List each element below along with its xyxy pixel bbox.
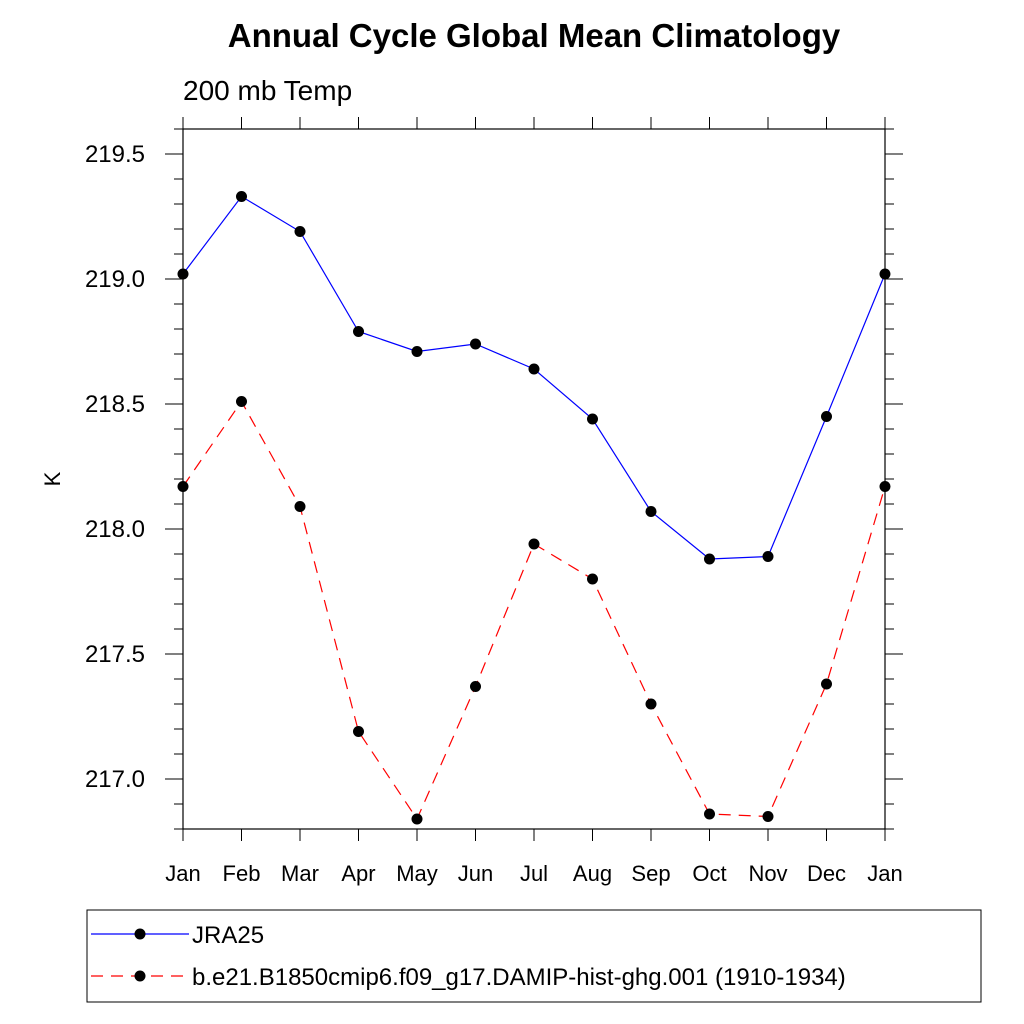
- data-point: [294, 501, 306, 512]
- data-point: [821, 678, 832, 690]
- legend-marker-jra25: [134, 928, 146, 940]
- legend: JRA25 b.e21.B1850cmip6.f09_g17.DAMIP-his…: [86, 909, 982, 1003]
- series-group: [177, 191, 891, 825]
- data-point: [704, 808, 715, 820]
- legend-label-damip: b.e21.B1850cmip6.f09_g17.DAMIP-hist-ghg.…: [192, 964, 846, 991]
- y-axis-label: K: [40, 471, 65, 486]
- data-point: [411, 813, 423, 825]
- data-point: [587, 413, 598, 425]
- x-tick-labels: Jan Feb Mar Apr May Jun Jul Aug Sep Oct Nov Dec Jan: [165, 861, 902, 886]
- y-tick-label: 218.0: [85, 516, 145, 543]
- x-tick-label: Oct: [692, 861, 726, 886]
- data-point: [528, 363, 540, 375]
- x-tick-label: May: [396, 861, 438, 886]
- chart-subtitle: 200 mb Temp: [183, 75, 352, 106]
- x-tick-label: Dec: [807, 861, 846, 886]
- x-tick-label: Jan: [867, 861, 902, 886]
- x-tick-label: Jun: [458, 861, 493, 886]
- y-tick-label: 217.0: [85, 766, 145, 793]
- x-tick-label: Sep: [631, 861, 670, 886]
- data-point: [645, 506, 657, 517]
- y-tick-labels: 217.0 217.5 218.0 218.5 219.0 219.5: [85, 141, 145, 793]
- data-point: [762, 811, 774, 822]
- series-line-1: [182, 400, 886, 821]
- y-tick-label: 219.5: [85, 141, 145, 168]
- series-line-0: [182, 195, 886, 560]
- x-tick-label: Jul: [520, 861, 548, 886]
- data-point: [704, 553, 715, 565]
- data-point: [587, 573, 598, 585]
- data-point: [470, 681, 481, 692]
- data-point: [762, 551, 774, 562]
- y-tick-label: 217.5: [85, 641, 145, 668]
- x-tick-label: Nov: [748, 861, 787, 886]
- data-point: [353, 726, 364, 737]
- data-point: [236, 191, 247, 202]
- plot-frame: [182, 128, 886, 830]
- data-point: [294, 226, 306, 237]
- axis-ticks: [165, 117, 903, 841]
- data-point: [645, 698, 657, 710]
- data-point: [470, 338, 481, 350]
- data-point: [528, 538, 540, 550]
- x-tick-label: Feb: [223, 861, 261, 886]
- x-tick-label: Apr: [341, 861, 375, 886]
- legend-box: [86, 909, 982, 1003]
- y-tick-label: 218.5: [85, 391, 145, 418]
- legend-marker-damip: [134, 970, 146, 982]
- legend-label-jra25: JRA25: [192, 922, 264, 949]
- data-point: [821, 411, 832, 422]
- x-tick-label: Aug: [573, 861, 612, 886]
- y-tick-label: 219.0: [85, 266, 145, 293]
- chart-title: Annual Cycle Global Mean Climatology: [228, 17, 841, 54]
- data-point: [353, 326, 364, 337]
- x-tick-label: Mar: [281, 861, 319, 886]
- data-point: [411, 346, 423, 357]
- data-point: [236, 396, 247, 407]
- x-tick-label: Jan: [165, 861, 200, 886]
